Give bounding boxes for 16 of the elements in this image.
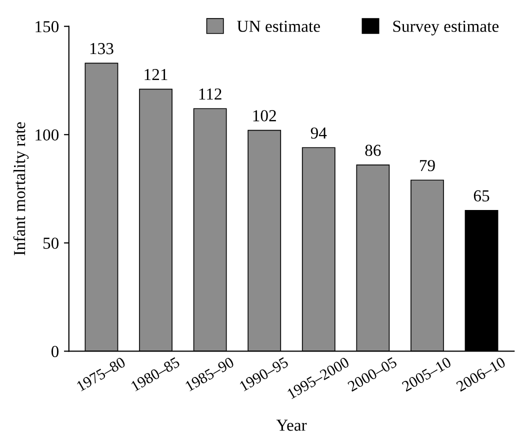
y-axis-title: Infant mortality rate [13,122,29,256]
legend-label: UN estimate [237,20,320,32]
y-tick-label: 150 [36,21,59,32]
data-label: 133 [90,43,114,54]
data-label: 79 [420,160,435,172]
legend-label: Survey estimate [393,20,499,36]
data-label: 86 [365,144,381,156]
data-label: 94 [310,127,327,139]
y-tick-label: 50 [43,238,59,249]
data-label: 112 [199,88,222,100]
data-label: 65 [474,190,490,202]
data-label: 102 [253,110,276,122]
y-tick-label: 0 [51,346,59,358]
y-tick-label: 100 [36,129,59,141]
x-axis-title: Year [276,420,307,431]
data-label: 121 [144,69,168,80]
